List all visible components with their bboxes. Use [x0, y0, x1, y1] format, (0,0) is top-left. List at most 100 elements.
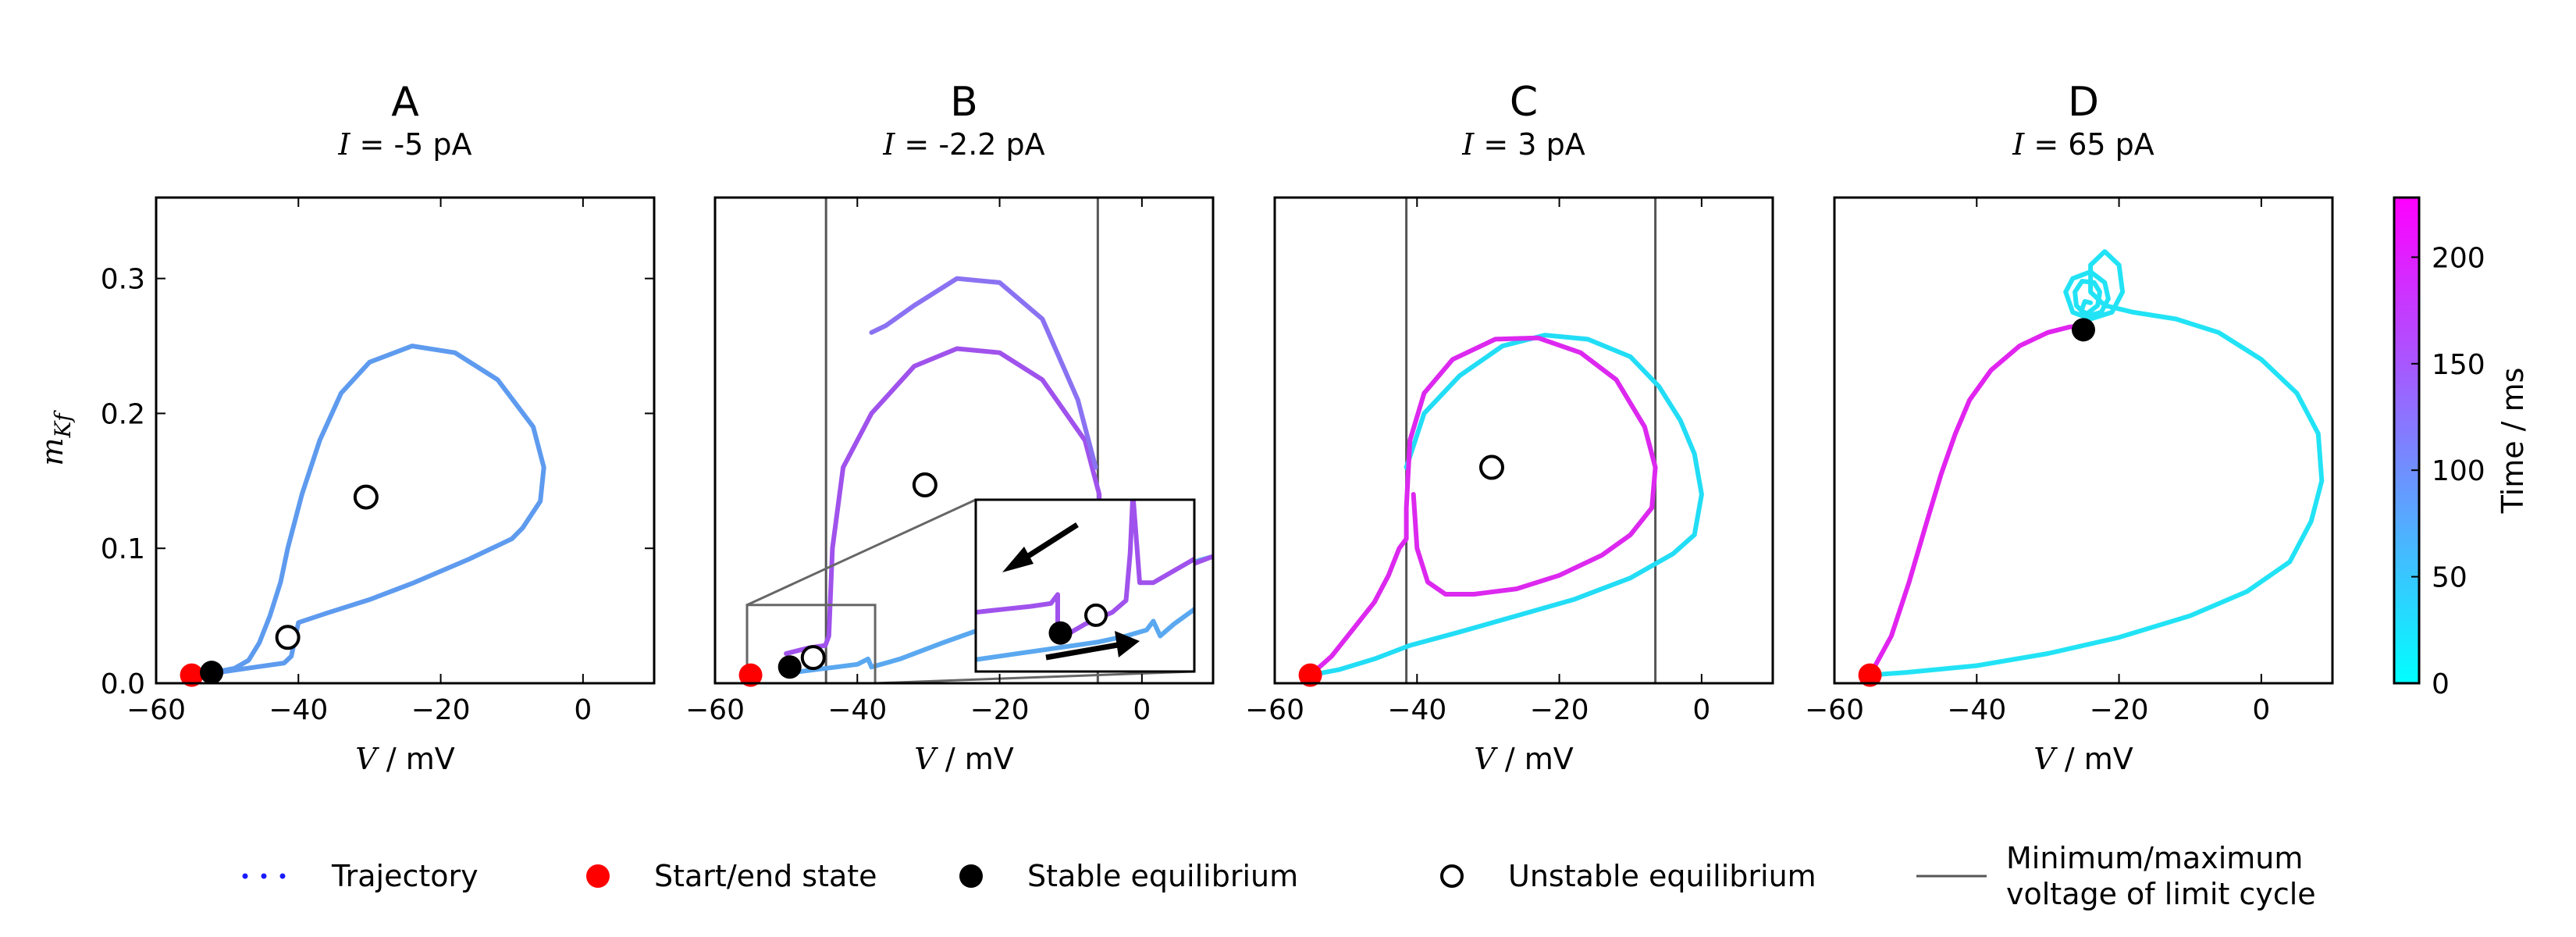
- colorbar-label: Time / ms: [2496, 368, 2530, 515]
- legend-label: Trajectory: [331, 859, 479, 893]
- axes-frame: [1273, 196, 1774, 685]
- colorbar-tick-label: 100: [2432, 455, 2485, 487]
- axes-frame: [1833, 196, 2334, 685]
- unstable-equilibrium-marker: [912, 472, 938, 498]
- arrow-right-icon: [1045, 631, 1140, 661]
- x-tick-label: 0: [574, 694, 592, 726]
- colorbar-tick-label: 50: [2432, 562, 2467, 594]
- legend-unstable-marker: [1440, 864, 1464, 888]
- inset-frame: [974, 498, 1196, 673]
- legend-trajectory-dot: [261, 873, 267, 879]
- start-state-marker: [1298, 663, 1322, 687]
- zoom-connector-line: [746, 498, 977, 607]
- plot-area: [207, 344, 546, 676]
- x-tick-label: −40: [1947, 694, 2006, 726]
- stable-equilibrium-marker: [777, 655, 802, 679]
- x-label-variable: V: [914, 742, 938, 776]
- inset-trajectory-line: [976, 607, 1194, 662]
- subtitle-variable: I: [882, 127, 895, 162]
- stable-equilibrium-marker: [2072, 318, 2095, 342]
- panel-title: D: [2068, 79, 2099, 126]
- x-label-variable: V: [2033, 742, 2058, 776]
- legend-item-stable: Stable equilibrium: [959, 859, 1298, 893]
- x-label-units: / mV: [377, 742, 455, 776]
- start-state-marker: [180, 663, 204, 687]
- colorbar-tick-label: 0: [2432, 668, 2450, 700]
- unstable-equilibrium-marker: [353, 484, 379, 510]
- colorbar-tick-label: 200: [2432, 242, 2485, 274]
- trajectory-line: [1867, 323, 2086, 678]
- trajectory-line: [1308, 333, 1704, 678]
- legend-item-unstable: Unstable equilibrium: [1440, 859, 1816, 893]
- x-axis-label: V / mV: [2033, 742, 2133, 776]
- legend-label: Unstable equilibrium: [1508, 859, 1816, 893]
- panel-subtitle: I = -2.2 pA: [882, 127, 1044, 162]
- plot-area: [1867, 249, 2325, 678]
- x-label-variable: V: [1474, 742, 1498, 776]
- legend-start-marker: [586, 864, 610, 888]
- legend-label: Stable equilibrium: [1027, 859, 1298, 893]
- subtitle-value: = 3 pA: [1474, 127, 1585, 162]
- start-state-marker: [738, 663, 763, 687]
- x-tick-label: −60: [126, 694, 186, 726]
- x-axis-label: V / mV: [914, 742, 1013, 776]
- trajectory-line: [869, 276, 1098, 470]
- colorbar-gradient: [2393, 196, 2421, 685]
- x-tick-label: −40: [827, 694, 887, 726]
- subtitle-value: = -2.2 pA: [895, 127, 1044, 162]
- panel-subtitle: I = 3 pA: [1461, 127, 1585, 162]
- panel-subtitle: I = -5 pA: [337, 127, 471, 162]
- panel-d: DI = 65 pA−60 −40 −20 0V / mV: [1805, 79, 2334, 776]
- panel-subtitle: I = 65 pA: [2012, 127, 2154, 162]
- trajectory-line: [1308, 335, 1658, 678]
- x-label-units: / mV: [2055, 742, 2133, 776]
- panel-title: A: [391, 79, 419, 126]
- legend-label: voltage of limit cycle: [2006, 877, 2316, 911]
- y-tick-label: 0.3: [101, 264, 145, 296]
- legend-label: Minimum/maximum: [2006, 841, 2303, 875]
- unstable-equilibrium-marker: [275, 625, 301, 650]
- x-tick-label: −60: [1245, 694, 1304, 726]
- inset-stable-equilibrium-marker: [1048, 621, 1073, 645]
- stable-equilibrium-marker: [200, 661, 224, 685]
- x-tick-label: −20: [970, 694, 1030, 726]
- zoom-connector-line: [875, 670, 1195, 685]
- arrow-left-icon: [1002, 522, 1079, 572]
- inset-unstable-equilibrium-marker: [1084, 603, 1108, 627]
- x-tick-label: −60: [1805, 694, 1864, 726]
- x-tick-label: −20: [2090, 694, 2149, 726]
- x-tick-label: −40: [1387, 694, 1446, 726]
- x-axis-label: V / mV: [355, 742, 454, 776]
- axes-frame: [713, 196, 1215, 685]
- panel-title: C: [1510, 79, 1538, 126]
- x-tick-label: −20: [1530, 694, 1589, 726]
- x-axis-label: V / mV: [1474, 742, 1573, 776]
- panel-b: BI = -2.2 pA−60 −40 −20 0V / mV: [685, 79, 1215, 776]
- y-tick-label: 0.1: [101, 533, 145, 565]
- unstable-equilibrium-marker: [1478, 454, 1504, 480]
- subtitle-value: = 65 pA: [2024, 127, 2154, 162]
- x-tick-label: −20: [411, 694, 471, 726]
- trajectory-line: [1867, 249, 2325, 678]
- subtitle-variable: I: [337, 127, 350, 162]
- legend-trajectory-dot: [242, 873, 248, 879]
- x-tick-label: −60: [685, 694, 745, 726]
- start-state-marker: [1858, 663, 1882, 687]
- subtitle-variable: I: [1461, 127, 1475, 162]
- colorbar-tick-label: 150: [2432, 349, 2485, 381]
- legend-stable-marker: [959, 864, 983, 888]
- unstable-equilibrium-marker: [800, 645, 826, 671]
- trajectory-line: [207, 344, 546, 676]
- legend-trajectory-dot: [279, 873, 286, 879]
- y-axis-label: mKf: [35, 410, 76, 466]
- subtitle-value: = -5 pA: [350, 127, 471, 162]
- axes-frame: [155, 196, 656, 685]
- x-label-units: / mV: [936, 742, 1014, 776]
- legend-item-trajectory: Trajectory: [242, 859, 479, 893]
- inset-zoom: [974, 498, 1196, 673]
- legend: Trajectory Start/end state Stable equilibr…: [242, 841, 2316, 911]
